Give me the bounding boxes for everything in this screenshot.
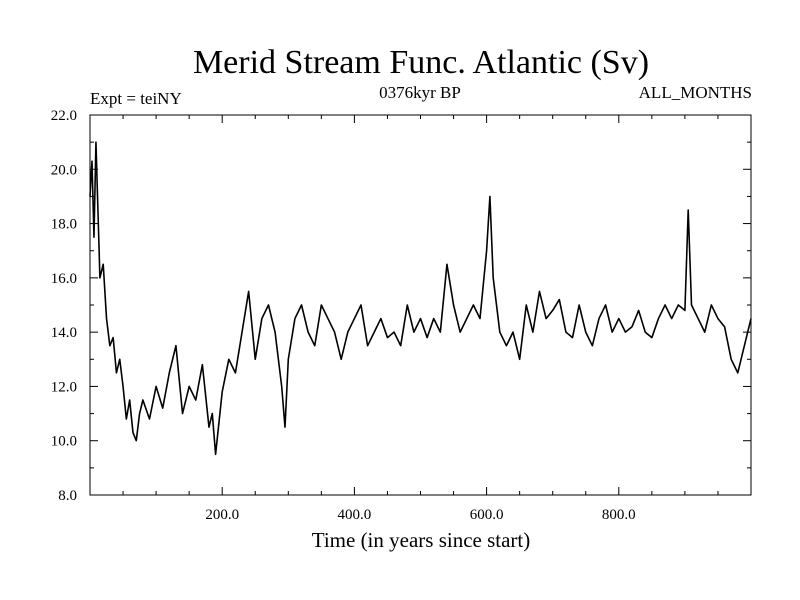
chart-title: Merid Stream Func. Atlantic (Sv) <box>193 44 649 81</box>
y-tick-label: 22.0 <box>51 108 77 124</box>
x-tick-label: 400.0 <box>338 507 372 523</box>
y-tick-label: 20.0 <box>51 162 77 178</box>
x-axis-label: Time (in years since start) <box>312 528 531 552</box>
chart-subtitle-left: Expt = teiNY <box>90 89 182 108</box>
series-line-0 <box>89 141 752 456</box>
y-tick-label: 16.0 <box>51 271 77 287</box>
chart-subtitle-right: ALL_MONTHS <box>639 83 752 102</box>
x-tick-label: 800.0 <box>602 507 636 523</box>
chart-subtitle-center: 0376kyr BP <box>379 83 461 102</box>
y-tick-label: 18.0 <box>51 217 77 233</box>
plot-area-frame <box>89 114 752 496</box>
x-tick-label: 200.0 <box>205 507 239 523</box>
x-tick-label: 600.0 <box>470 507 504 523</box>
y-tick-label: 10.0 <box>51 434 77 450</box>
y-tick-label: 14.0 <box>51 325 77 341</box>
y-tick-label: 8.0 <box>58 488 77 504</box>
y-tick-label: 12.0 <box>51 379 77 395</box>
